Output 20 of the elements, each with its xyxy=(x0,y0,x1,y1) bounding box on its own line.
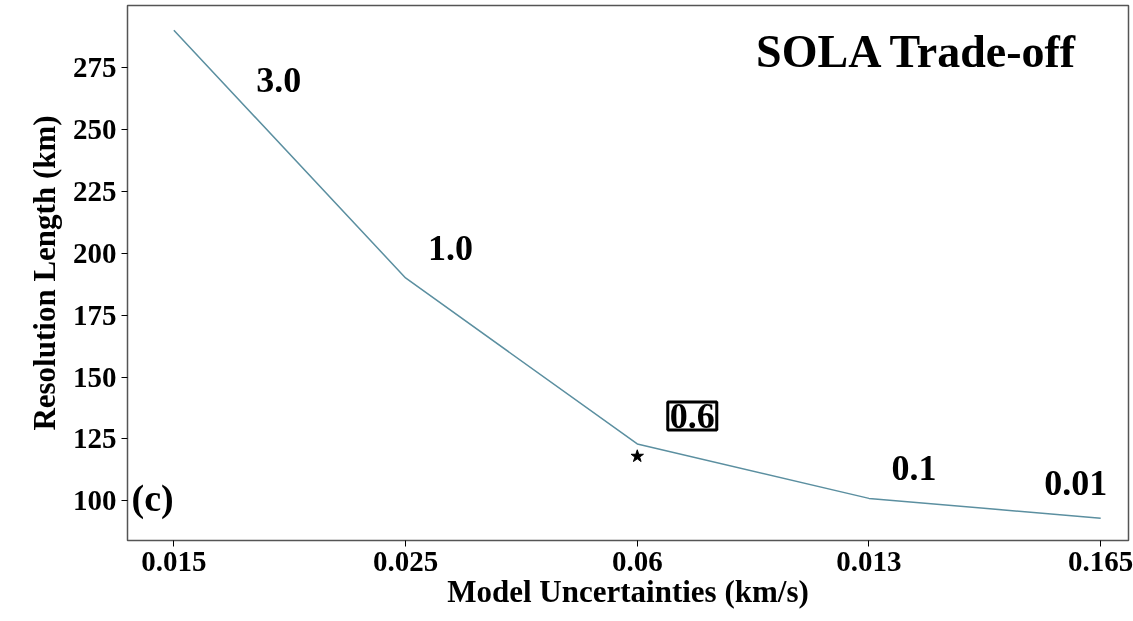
y-tick-label: 150 xyxy=(73,360,117,393)
annotation: 0.01 xyxy=(1044,463,1108,504)
chart-title: SOLA Trade-off xyxy=(756,25,1076,77)
annotation: 3.0 xyxy=(256,60,302,101)
x-tick-label: 0.025 xyxy=(372,544,439,577)
y-tick-label: 275 xyxy=(73,50,117,83)
y-tick-label: 125 xyxy=(73,422,117,455)
y-tick-label: 100 xyxy=(73,484,117,517)
y-tick-label: 225 xyxy=(73,174,117,207)
x-tick-label: 0.013 xyxy=(836,544,902,577)
annotation: (c) xyxy=(131,476,174,520)
x-tick-label: 0.015 xyxy=(141,544,207,577)
y-tick-label: 175 xyxy=(73,298,117,331)
annotation: 1.0 xyxy=(428,227,474,268)
y-axis-title: Resolution Length (km) xyxy=(27,115,62,431)
annotation: 0.1 xyxy=(891,448,937,489)
y-tick-label: 200 xyxy=(73,236,117,269)
x-tick-label: 0.165 xyxy=(1068,544,1133,577)
y-tick-label: 250 xyxy=(73,112,117,145)
annotation: 0.6 xyxy=(669,395,715,436)
